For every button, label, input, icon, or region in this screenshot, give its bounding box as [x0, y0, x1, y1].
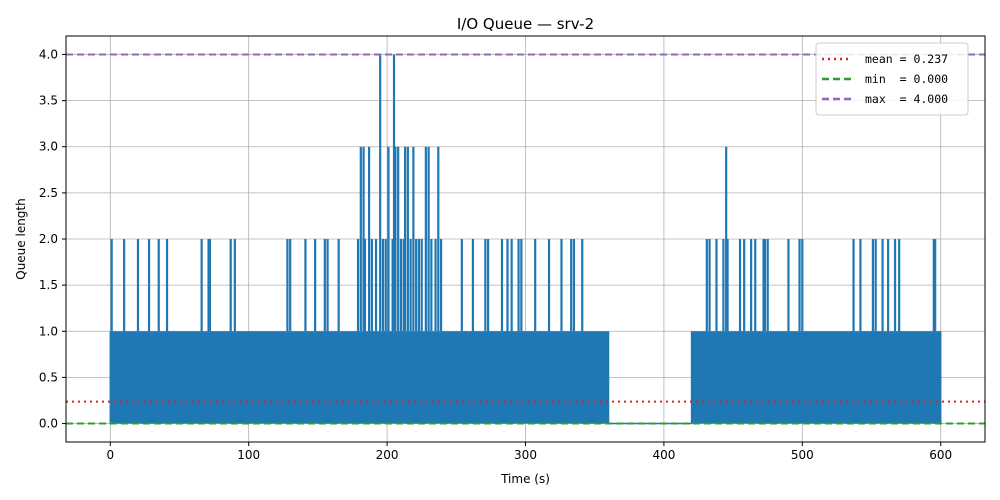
y-tick-label: 3.5 — [39, 94, 58, 108]
y-tick-label: 2.5 — [39, 186, 58, 200]
y-tick-label: 4.0 — [39, 47, 58, 61]
y-tick-label: 3.0 — [39, 140, 58, 154]
chart-title: I/O Queue — srv-2 — [457, 15, 594, 33]
y-tick-label: 1.5 — [39, 278, 58, 292]
x-tick-label: 400 — [652, 448, 675, 462]
y-tick-label: 0.5 — [39, 370, 58, 384]
axis-ticks: 0 100 200 300 400 500 600 0.0 0.5 1.0 1.5 2.0 2.5 3.0… — [39, 47, 952, 462]
y-axis-label: Queue length — [14, 198, 28, 280]
x-tick-label: 300 — [514, 448, 537, 462]
x-tick-label: 100 — [237, 448, 260, 462]
x-tick-label: 600 — [929, 448, 952, 462]
legend-box — [815, 42, 969, 116]
x-axis-label: Time (s) — [500, 472, 550, 486]
legend-label: min = 0.000 — [865, 72, 948, 86]
series-dense-band — [691, 331, 941, 424]
legend-label: max = 4.000 — [865, 92, 948, 106]
legend-label: mean = 0.237 — [865, 52, 948, 66]
x-tick-label: 0 — [106, 448, 114, 462]
x-tick-label: 200 — [376, 448, 399, 462]
y-tick-label: 0.0 — [39, 417, 58, 431]
y-tick-label: 1.0 — [39, 324, 58, 338]
x-tick-label: 500 — [791, 448, 814, 462]
series-dense-band — [110, 331, 609, 424]
series-layer — [109, 54, 942, 425]
y-tick-label: 2.0 — [39, 232, 58, 246]
legend: mean = 0.237 min = 0.000 max = 4.000 — [815, 42, 969, 116]
